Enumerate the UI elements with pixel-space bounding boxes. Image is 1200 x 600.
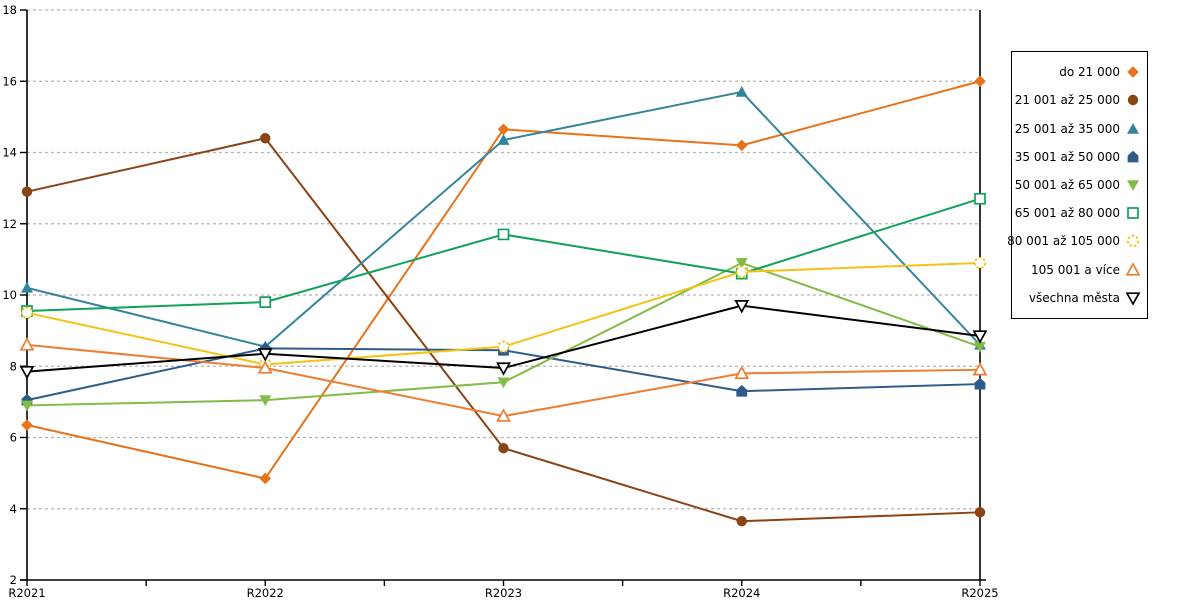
marker-pentagon (974, 377, 986, 390)
marker-triangle-down (19, 365, 35, 380)
marker-square (497, 228, 510, 241)
marker-triangle-down (21, 400, 33, 412)
legend-item-label: 25 001 až 35 000 (1014, 121, 1120, 136)
y-tick-label: 6 (10, 431, 17, 445)
legend-item-label: 80 001 až 105 000 (1007, 234, 1120, 249)
legend-item: 50 001 až 65 000 (1012, 172, 1147, 198)
marker-triangle-down (735, 258, 748, 269)
y-tick-label: 14 (2, 146, 17, 160)
legend-item-label: 50 001 až 65 000 (1014, 177, 1120, 192)
marker-triangle-up (497, 134, 510, 145)
marker-circle-dashed (497, 340, 510, 353)
legend-item-label: do 21 000 (1059, 65, 1120, 80)
x-tick-label: R2025 (961, 586, 998, 600)
legend-item: 65 001 až 80 000 (1012, 200, 1147, 226)
x-tick-label: R2023 (485, 586, 522, 600)
legend-item: 21 001 až 25 000 (1012, 87, 1147, 113)
marker-triangle-up (735, 85, 748, 97)
series-line (26, 304, 981, 373)
marker-circle-dashed (735, 265, 748, 278)
marker-triangle-down (974, 341, 986, 353)
legend-item: do 21 000 (1012, 59, 1147, 85)
marker-diamond (974, 75, 986, 88)
marker-circle-dashed (20, 306, 34, 319)
legend-item: 35 001 až 50 000 (1012, 144, 1147, 170)
marker-circle-dashed (973, 256, 987, 270)
marker-circle (974, 507, 986, 518)
y-tick-label: 16 (2, 74, 17, 88)
marker-diamond (21, 419, 33, 431)
marker-triangle-up (257, 360, 273, 374)
y-tick-label: 18 (2, 3, 17, 17)
marker-circle (498, 442, 509, 454)
legend-item-label: všechna města (1028, 290, 1120, 305)
series-1 (21, 133, 986, 527)
marker-triangle-down (496, 362, 511, 376)
marker-circle (736, 516, 747, 527)
marker-triangle-up (1127, 122, 1139, 134)
series-4 (21, 258, 986, 412)
marker-diamond (497, 123, 510, 136)
marker-square (974, 192, 986, 205)
legend-item-label: 21 001 až 25 000 (1014, 93, 1120, 108)
marker-triangle-up (1125, 261, 1141, 276)
series-6 (20, 256, 987, 371)
triangle-down-legend-icon (1125, 292, 1141, 306)
marker-triangle-down (972, 330, 988, 344)
legend-item-label: 105 001 a více (1030, 262, 1120, 277)
y-tick-label: 8 (10, 359, 17, 373)
marker-triangle-down (259, 395, 272, 407)
x-tick-label: R2021 (8, 586, 45, 600)
triangle-up-legend-icon (1127, 122, 1139, 134)
series-line (26, 137, 981, 523)
series-line (26, 197, 981, 313)
legend-item: 105 001 a více (1012, 257, 1147, 283)
x-tick-label: R2022 (247, 586, 284, 600)
marker-triangle-down (1127, 180, 1139, 191)
marker-triangle-down (257, 348, 273, 362)
pentagon-legend-icon (1127, 150, 1139, 163)
legend: do 21 000 21 001 až 25 000 25 001 až 35 00… (1007, 51, 1148, 319)
legend-item: 80 001 až 105 000 (1007, 228, 1147, 254)
y-tick-label: 4 (10, 502, 17, 516)
triangle-up-legend-icon (1125, 261, 1141, 276)
marker-square (259, 296, 272, 308)
y-tick-label: 10 (2, 288, 17, 302)
marker-pentagon (736, 384, 748, 397)
marker-triangle-up (734, 365, 750, 380)
marker-circle (260, 133, 271, 144)
legend-item: 25 001 až 35 000 (1012, 116, 1147, 142)
square-legend-icon (1127, 207, 1139, 220)
marker-triangle-down (497, 377, 510, 389)
series-0 (21, 75, 986, 485)
diamond-legend-icon (1127, 66, 1139, 78)
marker-pentagon (1127, 150, 1139, 163)
series-8 (19, 300, 988, 380)
y-tick-label: 2 (10, 573, 17, 587)
triangle-down-legend-icon (1127, 180, 1139, 191)
circle-dashed-legend-icon (1126, 235, 1140, 248)
marker-diamond (1127, 66, 1139, 78)
legend-item-label: 65 001 až 80 000 (1014, 206, 1120, 221)
legend-item: všechna města (1012, 285, 1147, 311)
marker-triangle-up (19, 337, 35, 351)
marker-circle (1127, 95, 1139, 106)
y-tick-label: 12 (2, 217, 17, 231)
x-tick-label: R2024 (723, 586, 760, 600)
marker-triangle-up (972, 362, 988, 376)
marker-triangle-down (1125, 292, 1141, 306)
circle-legend-icon (1127, 95, 1139, 106)
marker-triangle-up (496, 408, 511, 422)
marker-circle (21, 186, 33, 197)
marker-square (1127, 207, 1139, 220)
marker-triangle-up (21, 281, 33, 293)
marker-circle-dashed (1126, 235, 1140, 248)
marker-diamond (259, 472, 272, 485)
legend-item-label: 35 001 až 50 000 (1014, 149, 1120, 164)
marker-diamond (735, 139, 748, 152)
marker-triangle-down (734, 300, 750, 314)
